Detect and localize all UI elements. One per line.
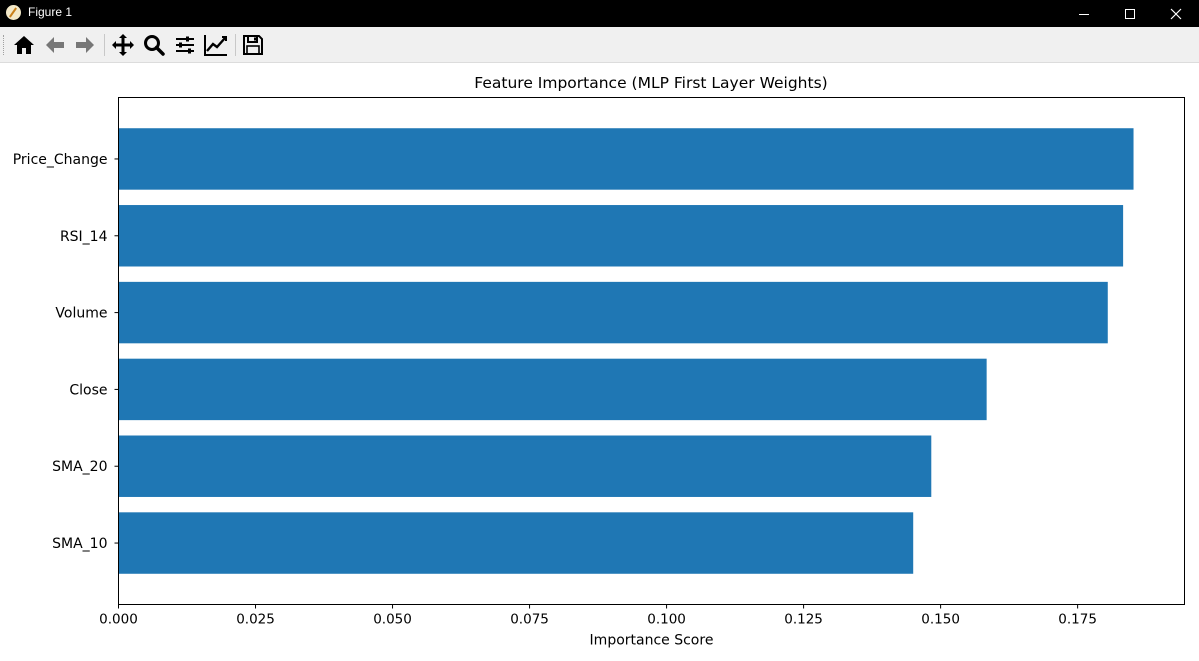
window-title: Figure 1 xyxy=(28,5,73,19)
y-tick-label: Volume xyxy=(55,306,107,322)
y-tick-label: SMA_20 xyxy=(52,459,107,475)
x-tick-label: 0.100 xyxy=(647,612,686,628)
zoom-button[interactable] xyxy=(140,31,168,59)
bar-rsi_14 xyxy=(118,205,1124,267)
bar-sma_10 xyxy=(118,512,914,574)
x-tick-label: 0.175 xyxy=(1058,612,1097,628)
save-icon xyxy=(243,35,263,55)
y-tick-label: SMA_10 xyxy=(52,536,107,552)
x-tick-label: 0.000 xyxy=(99,612,138,628)
x-tick-label: 0.125 xyxy=(784,612,823,628)
pan-button[interactable] xyxy=(109,31,137,59)
pan-icon xyxy=(112,34,134,56)
toolbar-separator xyxy=(104,34,105,56)
forward-arrow-icon xyxy=(76,37,94,53)
x-tick-label: 0.025 xyxy=(236,612,275,628)
x-tick-label: 0.050 xyxy=(373,612,412,628)
close-icon xyxy=(1170,8,1182,19)
chart-title: Feature Importance (MLP First Layer Weig… xyxy=(474,74,828,92)
maximize-icon xyxy=(1125,8,1135,19)
bar-chart: SMA_10 SMA_20 Close Volume RSI_14 Price_Chang… xyxy=(13,97,1185,649)
bar-volume xyxy=(118,281,1108,344)
toolbar-separator xyxy=(235,34,236,56)
y-tick-label: Price_Change xyxy=(13,152,108,168)
x-tick-label: 0.150 xyxy=(921,612,960,628)
matplotlib-logo-icon xyxy=(6,5,21,20)
back-button[interactable] xyxy=(41,31,69,59)
axes-frame xyxy=(118,97,1185,605)
minimize-icon xyxy=(1079,13,1089,15)
toolbar-grip[interactable] xyxy=(3,35,6,55)
edit-axis-button[interactable] xyxy=(202,31,230,59)
home-icon xyxy=(14,36,34,54)
x-axis-label: Importance Score xyxy=(590,633,714,649)
forward-button[interactable] xyxy=(71,31,99,59)
window-titlebar: Figure 1 xyxy=(0,0,1199,27)
bar-sma_20 xyxy=(118,435,932,497)
back-arrow-icon xyxy=(46,37,64,53)
y-tick-label: Close xyxy=(69,382,107,398)
figure-canvas[interactable]: Feature Importance (MLP First Layer Weig… xyxy=(0,62,1199,661)
close-button[interactable] xyxy=(1153,0,1199,27)
subplots-icon xyxy=(176,36,194,54)
home-button[interactable] xyxy=(10,31,38,59)
bar-price_change xyxy=(118,128,1134,190)
y-tick-label: RSI_14 xyxy=(60,229,108,245)
minimize-button[interactable] xyxy=(1061,0,1107,27)
maximize-button[interactable] xyxy=(1107,0,1153,27)
edit-axis-icon xyxy=(204,35,227,56)
zoom-icon xyxy=(144,35,165,56)
bar-close xyxy=(118,358,987,421)
navigation-toolbar xyxy=(0,27,1199,63)
x-tick-label: 0.075 xyxy=(510,612,549,628)
subplots-button[interactable] xyxy=(171,31,199,59)
save-button[interactable] xyxy=(239,31,267,59)
